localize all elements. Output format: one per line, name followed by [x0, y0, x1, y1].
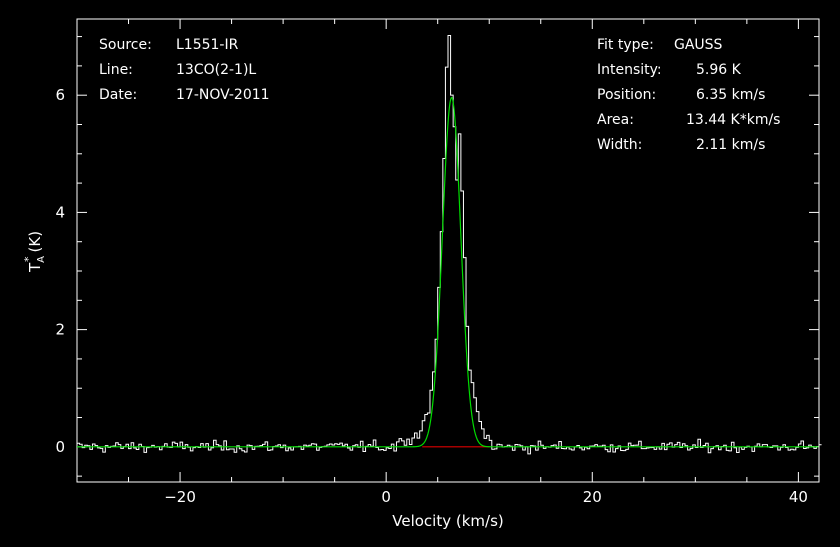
svg-text:TA*(K): TA*(K): [22, 231, 47, 273]
y-axis-label: TA*(K): [22, 231, 47, 273]
date-label: Date:: [99, 87, 138, 103]
plot-frame: [76, 18, 820, 483]
source-value: L1551-IR: [176, 37, 239, 53]
y-tick-label: 0: [55, 438, 65, 456]
line-label: Line:: [99, 62, 133, 78]
fit-type-value: GAUSS: [674, 37, 723, 53]
intensity-label: Intensity:: [597, 62, 662, 78]
x-axis-label: Velocity (km/s): [392, 512, 503, 530]
y-tick-label: 2: [55, 321, 65, 339]
line-value: 13CO(2-1)L: [176, 62, 257, 78]
x-tick-label: −20: [164, 488, 196, 506]
area-label: Area:: [597, 112, 634, 128]
source-label: Source:: [99, 37, 152, 53]
y-tick-label: 6: [55, 86, 65, 104]
width-value: 2.11 km/s: [696, 137, 766, 153]
x-tick-label: 20: [583, 488, 602, 506]
width-label: Width:: [597, 137, 643, 153]
intensity-value: 5.96 K: [696, 62, 741, 78]
position-label: Position:: [597, 87, 657, 103]
x-tick-label: 40: [789, 488, 808, 506]
x-tick-label: 0: [381, 488, 391, 506]
y-tick-label: 4: [55, 203, 65, 221]
gaussian-fit-line: [77, 96, 819, 448]
date-value: 17-NOV-2011: [176, 87, 270, 103]
fit-type-label: Fit type:: [597, 37, 654, 53]
area-value: 13.44 K*km/s: [686, 112, 781, 128]
position-value: 6.35 km/s: [696, 87, 766, 103]
spectrum-line: [77, 35, 822, 455]
